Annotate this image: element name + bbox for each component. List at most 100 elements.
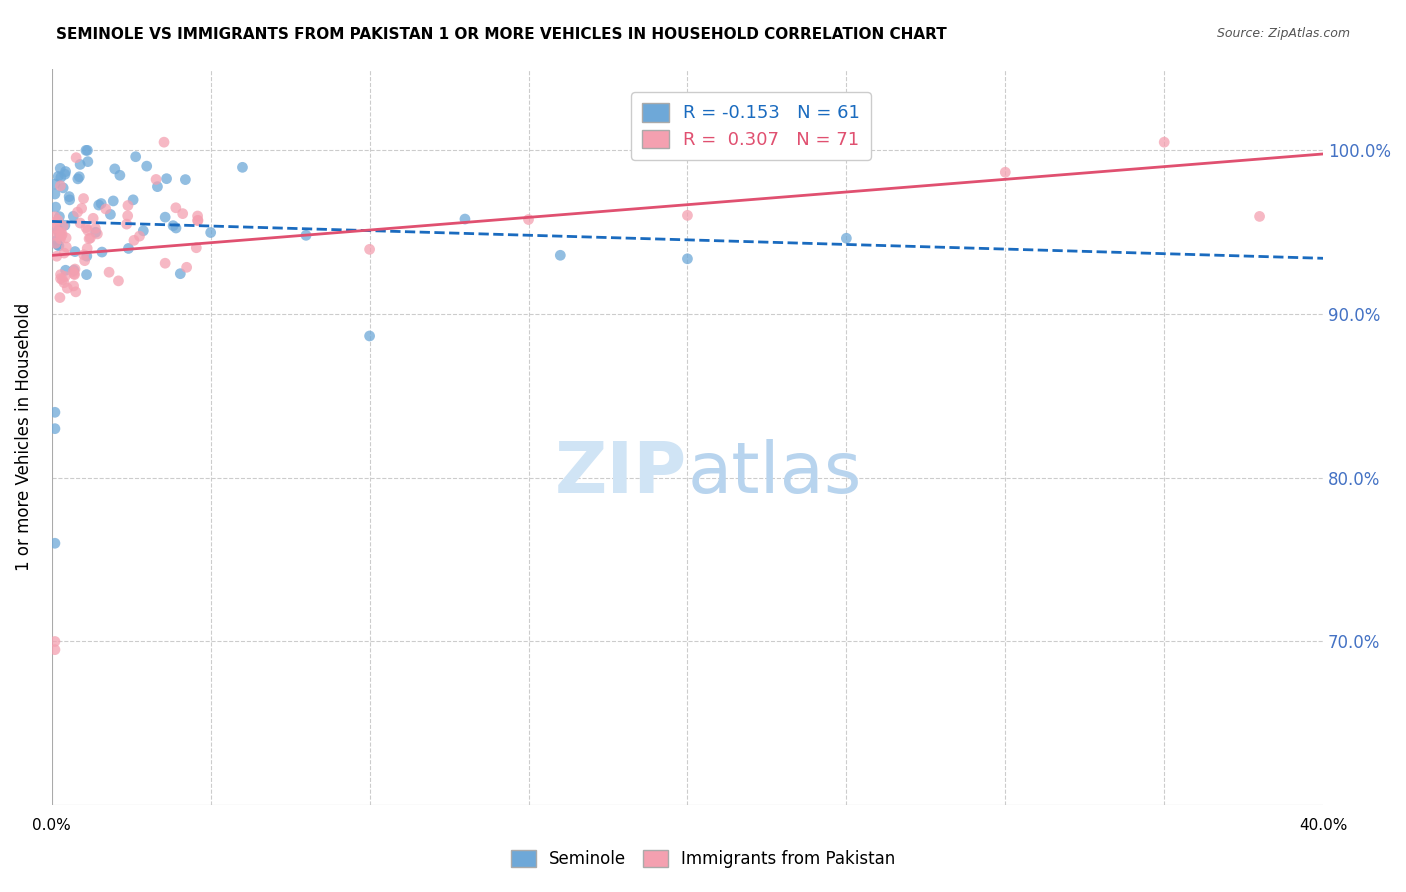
Point <box>49 226 72 240</box>
Point <box>44 210 66 224</box>
Point <box>835 231 858 245</box>
Point <box>51 273 73 287</box>
Point <box>66 171 89 186</box>
Point <box>45 233 67 247</box>
Point <box>162 219 184 233</box>
Point <box>153 256 176 270</box>
Text: ZIP: ZIP <box>555 439 688 508</box>
Point <box>55 164 77 178</box>
Point <box>145 172 167 186</box>
Point <box>550 248 572 262</box>
Point <box>1249 210 1271 224</box>
Point <box>174 172 197 186</box>
Text: Source: ZipAtlas.com: Source: ZipAtlas.com <box>1216 27 1350 40</box>
Point <box>84 221 107 235</box>
Point <box>103 194 125 208</box>
Point <box>79 231 101 245</box>
Point <box>76 241 98 255</box>
Point <box>84 225 107 239</box>
Point <box>295 228 318 243</box>
Point <box>63 262 86 277</box>
Point <box>62 209 84 223</box>
Point <box>135 159 157 173</box>
Point <box>98 265 121 279</box>
Y-axis label: 1 or more Vehicles in Household: 1 or more Vehicles in Household <box>15 302 32 571</box>
Point <box>44 642 66 657</box>
Point <box>77 232 100 246</box>
Point <box>44 216 66 230</box>
Point <box>51 227 73 242</box>
Point <box>67 169 90 184</box>
Point <box>59 193 82 207</box>
Point <box>94 202 117 216</box>
Point <box>62 265 84 279</box>
Point <box>55 263 77 277</box>
Point <box>172 206 194 220</box>
Point <box>117 209 139 223</box>
Point <box>45 200 67 214</box>
Point <box>72 192 94 206</box>
Point <box>454 212 477 227</box>
Point <box>76 223 98 237</box>
Point <box>49 170 72 185</box>
Point <box>676 252 699 266</box>
Point <box>55 240 77 254</box>
Point <box>117 198 139 212</box>
Point <box>187 213 209 227</box>
Point <box>186 241 208 255</box>
Point <box>48 239 70 253</box>
Point <box>132 224 155 238</box>
Point <box>62 279 84 293</box>
Point <box>44 187 66 202</box>
Point <box>359 243 381 257</box>
Point <box>108 169 131 183</box>
Point <box>49 271 72 285</box>
Point <box>46 223 69 237</box>
Point <box>44 220 66 235</box>
Point <box>48 210 70 224</box>
Point <box>56 281 79 295</box>
Point <box>53 167 76 181</box>
Text: SEMINOLE VS IMMIGRANTS FROM PAKISTAN 1 OR MORE VEHICLES IN HOUSEHOLD CORRELATION: SEMINOLE VS IMMIGRANTS FROM PAKISTAN 1 O… <box>56 27 948 42</box>
Point <box>49 232 72 246</box>
Point <box>52 219 75 234</box>
Point <box>146 179 169 194</box>
Point <box>76 154 98 169</box>
Point <box>46 213 69 227</box>
Point <box>52 181 75 195</box>
Point <box>86 227 108 241</box>
Point <box>676 208 699 222</box>
Point <box>1153 135 1175 149</box>
Point <box>49 178 72 193</box>
Point <box>48 227 70 241</box>
Point <box>44 177 66 191</box>
Point <box>63 263 86 277</box>
Point <box>55 231 77 245</box>
Point <box>70 202 93 216</box>
Point <box>76 268 98 282</box>
Point <box>153 210 176 224</box>
Point <box>72 248 94 262</box>
Text: 40.0%: 40.0% <box>1299 818 1347 833</box>
Point <box>45 236 67 251</box>
Point <box>46 169 69 184</box>
Point <box>122 193 145 207</box>
Point <box>58 189 80 203</box>
Point <box>49 291 72 305</box>
Point <box>128 229 150 244</box>
Point <box>45 249 67 263</box>
Point <box>65 285 87 299</box>
Point <box>231 161 253 175</box>
Point <box>994 165 1017 179</box>
Point <box>169 267 191 281</box>
Point <box>63 244 86 259</box>
Point <box>76 249 98 263</box>
Point <box>90 196 112 211</box>
Point <box>49 268 72 282</box>
Point <box>53 269 76 284</box>
Point <box>115 217 138 231</box>
Point <box>165 201 187 215</box>
Point <box>44 536 66 550</box>
Point <box>49 161 72 176</box>
Point <box>53 219 76 233</box>
